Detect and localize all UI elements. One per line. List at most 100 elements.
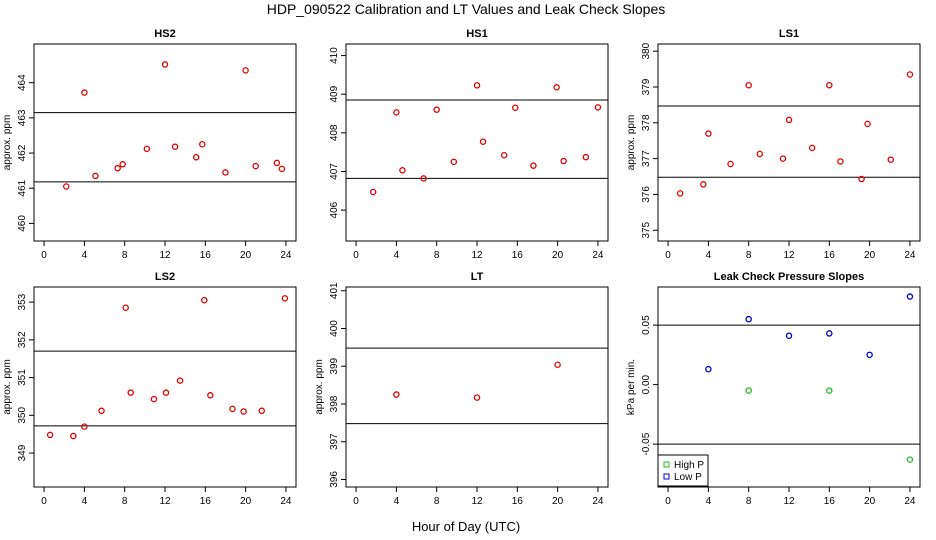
y-axis-label: approx. ppm (626, 115, 637, 171)
y-tick-label: 353 (17, 293, 28, 310)
panel-title: HS2 (154, 28, 175, 40)
y-tick-label: 406 (329, 201, 340, 218)
y-tick-label: 397 (329, 433, 340, 450)
y-tick-label: 350 (17, 407, 28, 424)
data-point (433, 106, 440, 113)
y-tick-label: 464 (17, 74, 28, 91)
legend-label: Low P (674, 472, 702, 483)
x-tick-label: 16 (200, 250, 212, 261)
y-tick-label: 463 (17, 109, 28, 126)
panel-title: Leak Check Pressure Slopes (714, 271, 864, 283)
data-point (207, 392, 214, 399)
data-point (887, 156, 895, 163)
x-tick-label: 0 (665, 496, 671, 507)
x-tick-label: 4 (82, 250, 88, 261)
data-point (222, 169, 229, 176)
x-tick-label: 16 (824, 250, 836, 261)
data-point (161, 61, 169, 68)
panel-3: LS2 approx. ppm 0 4 8 12 16 20 24 349 350 351 352 353 (2, 271, 297, 507)
data-point (906, 293, 914, 300)
x-tick-label: 4 (706, 496, 712, 507)
data-point (553, 84, 560, 91)
x-tick-label: 0 (353, 250, 359, 261)
figure-xlabel: Hour of Day (UTC) (412, 519, 520, 534)
legend-label: High P (674, 460, 704, 471)
x-tick-label: 12 (159, 250, 171, 261)
y-tick-label: 396 (329, 471, 340, 488)
data-point (594, 104, 602, 111)
data-point (192, 154, 200, 161)
x-tick-label: 8 (434, 496, 440, 507)
panel-title: LS1 (779, 28, 799, 40)
legend-swatch (663, 461, 670, 468)
data-point (906, 456, 914, 463)
data-point (866, 351, 873, 359)
x-tick-label: 12 (471, 250, 483, 261)
legend-swatch (663, 473, 670, 480)
panel-title: LS2 (155, 271, 175, 283)
x-tick-label: 0 (41, 496, 47, 507)
data-point (473, 82, 481, 89)
panel-title: LT (471, 271, 484, 283)
plot-frame (657, 43, 921, 242)
panel-0: HS2 approx. ppm 0 4 8 12 16 20 24 460 461 462 463 464 (2, 28, 297, 261)
y-tick-label: 376 (641, 186, 652, 203)
data-point (98, 407, 105, 415)
panel-2: LS1 approx. ppm 0 4 8 12 16 20 24 375 376 377 378 379… (626, 28, 921, 261)
x-tick-label: 16 (200, 496, 212, 507)
data-point (281, 295, 289, 302)
x-tick-label: 24 (904, 250, 916, 261)
data-point (785, 116, 793, 124)
y-tick-label: 399 (329, 357, 340, 374)
x-tick-label: 0 (41, 250, 47, 261)
data-point (479, 138, 487, 145)
data-point (500, 151, 508, 159)
data-point (114, 164, 121, 172)
y-tick-label: 400 (329, 320, 340, 337)
x-tick-label: 20 (552, 250, 564, 261)
x-tick-label: 12 (159, 496, 171, 507)
y-tick-label: 407 (329, 163, 340, 180)
data-point (240, 408, 247, 415)
data-point (399, 167, 406, 174)
y-axis-label: approx. ppm (314, 359, 325, 415)
panel-4: LT approx. ppm 0 4 8 12 16 20 24 396 397 398 399 400 4… (314, 271, 609, 507)
x-tick-label: 20 (240, 496, 252, 507)
legend-box (657, 454, 709, 487)
data-point (81, 423, 88, 430)
x-tick-label: 24 (280, 250, 292, 261)
y-tick-label: 352 (17, 331, 28, 348)
data-point (705, 130, 712, 137)
data-point (62, 183, 70, 190)
data-point (554, 361, 561, 368)
x-tick-label: 4 (82, 496, 88, 507)
data-point (46, 431, 54, 439)
y-tick-label: 461 (17, 179, 28, 196)
data-point (530, 162, 537, 169)
y-tick-label: 375 (641, 221, 652, 238)
data-point (676, 190, 684, 197)
x-tick-label: 8 (122, 250, 128, 261)
y-tick-label: 409 (329, 85, 340, 102)
x-tick-label: 12 (471, 496, 483, 507)
data-point (176, 377, 184, 384)
data-point (864, 120, 871, 128)
x-tick-label: 20 (240, 250, 252, 261)
y-tick-label: 462 (17, 144, 28, 161)
data-point (119, 161, 126, 168)
data-point (201, 296, 208, 304)
data-point (81, 89, 88, 96)
y-axis-label: approx. ppm (2, 359, 13, 415)
y-tick-label: 349 (17, 444, 28, 461)
plot-frame (345, 286, 609, 488)
x-tick-label: 24 (592, 496, 604, 507)
x-tick-label: 8 (746, 250, 752, 261)
x-tick-label: 16 (512, 496, 524, 507)
x-tick-label: 20 (864, 496, 876, 507)
panel-5: Leak Check Pressure Slopes kPa per min. 0 4… (626, 271, 921, 507)
x-tick-label: 4 (394, 250, 400, 261)
data-point (229, 405, 236, 413)
data-point (745, 81, 752, 89)
data-point (808, 144, 816, 152)
